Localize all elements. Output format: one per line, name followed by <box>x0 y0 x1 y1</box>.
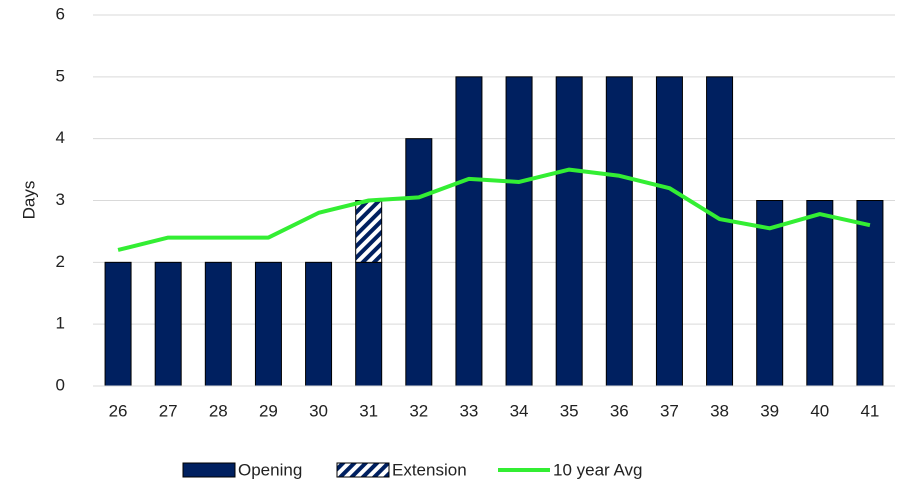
bar <box>355 261 383 387</box>
bar <box>655 76 683 387</box>
x-tick-label: 39 <box>760 401 779 420</box>
bar <box>104 261 132 387</box>
bar <box>806 200 834 387</box>
y-tick-label: 2 <box>56 252 65 271</box>
x-tick-label: 34 <box>510 401 529 420</box>
x-tick-label: 38 <box>710 401 729 420</box>
bar <box>355 200 383 263</box>
x-tick-label: 30 <box>309 401 328 420</box>
legend-label: Opening <box>238 460 302 479</box>
y-tick-label: 6 <box>56 4 65 23</box>
bar <box>706 76 734 387</box>
bar <box>154 261 182 387</box>
x-tick-label: 26 <box>109 401 128 420</box>
bar <box>555 76 583 387</box>
x-tick-label: 36 <box>610 401 629 420</box>
line <box>117 167 871 252</box>
bar <box>305 261 333 387</box>
x-tick-label: 33 <box>459 401 478 420</box>
bar <box>455 76 483 387</box>
y-axis-label: Days <box>19 181 38 220</box>
y-tick-label: 1 <box>56 314 65 333</box>
x-tick-label: 32 <box>409 401 428 420</box>
x-tick-label: 27 <box>159 401 178 420</box>
x-tick-label: 41 <box>860 401 879 420</box>
legend-swatch <box>336 462 390 478</box>
bar <box>405 138 433 387</box>
x-tick-label: 37 <box>660 401 679 420</box>
bar <box>254 261 282 387</box>
x-tick-label: 31 <box>359 401 378 420</box>
bar <box>856 200 884 387</box>
legend-label: 10 year Avg <box>553 460 642 479</box>
bar <box>204 261 232 387</box>
y-tick-label: 3 <box>56 190 65 209</box>
x-tick-label: 35 <box>560 401 579 420</box>
x-tick-label: 40 <box>810 401 829 420</box>
bar <box>605 76 633 387</box>
legend-label: Extension <box>392 460 467 479</box>
y-tick-label: 4 <box>56 128 65 147</box>
x-tick-label: 28 <box>209 401 228 420</box>
bar <box>505 76 533 387</box>
y-tick-label: 0 <box>56 375 65 394</box>
y-tick-label: 5 <box>56 66 65 85</box>
legend-swatch <box>182 462 236 478</box>
x-tick-label: 29 <box>259 401 278 420</box>
